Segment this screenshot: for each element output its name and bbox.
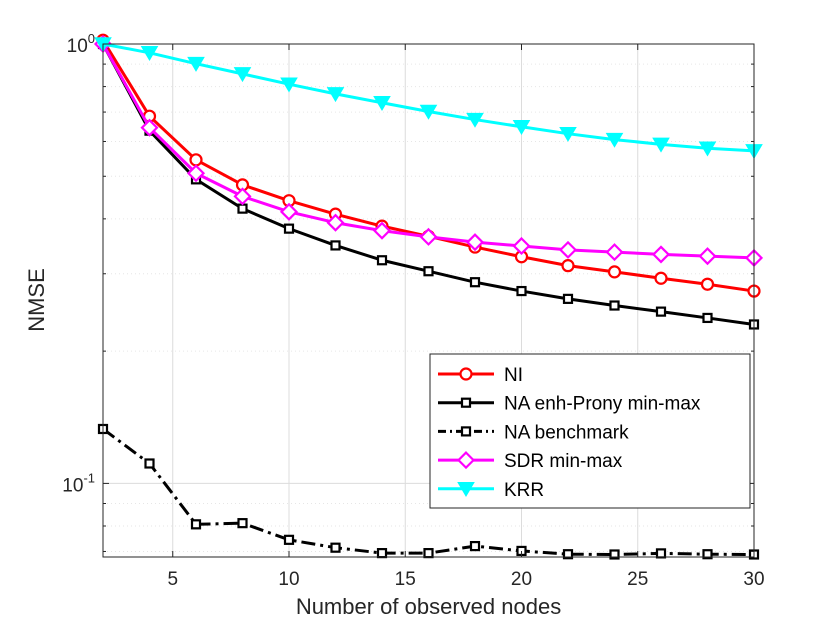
plot-frame <box>102 43 755 558</box>
data-point <box>698 247 717 266</box>
data-point <box>233 187 252 206</box>
data-point <box>186 164 206 183</box>
x-tick-label: 15 <box>395 569 416 590</box>
data-point <box>652 137 670 153</box>
data-point <box>283 534 295 545</box>
data-point <box>419 227 438 246</box>
data-point <box>562 293 574 304</box>
legend-marker <box>459 367 473 381</box>
x-axis-title: Number of observed nodes <box>296 594 561 619</box>
data-point <box>469 540 481 552</box>
legend-box <box>429 353 751 509</box>
x-tick-label: 25 <box>627 569 648 590</box>
x-tick-label: 20 <box>511 569 532 590</box>
data-point <box>702 549 713 560</box>
data-point <box>376 255 388 266</box>
data-point <box>233 67 252 83</box>
legend-marker <box>456 451 476 470</box>
legend-item: NA benchmark <box>438 422 629 443</box>
data-point <box>373 96 391 111</box>
legend-marker <box>460 426 472 437</box>
data-point <box>655 548 667 559</box>
data-point <box>140 46 159 62</box>
data-point <box>516 285 527 297</box>
series-3 <box>93 34 764 267</box>
data-point <box>702 312 713 324</box>
data-point <box>562 549 574 560</box>
data-point <box>326 87 345 103</box>
data-point <box>423 548 434 559</box>
legend-label: NA benchmark <box>504 422 629 443</box>
series-1 <box>97 38 760 330</box>
data-point <box>189 153 203 167</box>
data-point <box>605 243 624 262</box>
data-point <box>237 518 248 529</box>
data-point <box>609 300 620 311</box>
data-point <box>558 240 578 259</box>
x-tick-label: 10 <box>278 569 299 590</box>
y-tick-label: 10-1 <box>62 470 95 496</box>
data-point <box>512 120 531 136</box>
data-point <box>698 141 717 157</box>
x-tick-label: 5 <box>167 569 178 590</box>
data-point <box>469 277 481 288</box>
legend-label: NA enh-Prony min-max <box>504 394 701 415</box>
data-point <box>237 203 248 214</box>
legend-item: KRR <box>438 480 544 501</box>
y-tick-label: 100 <box>67 31 95 57</box>
legend-item: SDR min-max <box>438 451 623 472</box>
data-point <box>187 56 205 72</box>
data-point <box>654 271 668 285</box>
data-point <box>466 112 484 128</box>
data-point <box>607 265 622 279</box>
legend-label: NI <box>504 365 523 386</box>
data-point <box>651 245 671 264</box>
tick-group: 5 10 15 20 25 30 10-1 100 <box>62 31 764 590</box>
data-point <box>423 266 434 277</box>
data-point <box>605 132 624 148</box>
legend-label: SDR min-max <box>504 451 623 472</box>
legend-label: KRR <box>504 480 544 501</box>
data-point <box>465 233 485 252</box>
data-point <box>512 236 531 256</box>
data-point <box>561 259 575 273</box>
data-point <box>280 77 298 93</box>
legend-marker <box>460 397 472 408</box>
data-point <box>372 221 392 240</box>
series-group <box>93 33 764 560</box>
data-point <box>419 104 438 120</box>
x-tick-label: 30 <box>743 569 764 590</box>
data-point <box>700 277 715 291</box>
data-point <box>326 213 345 232</box>
data-point <box>190 519 202 530</box>
data-point <box>609 549 620 560</box>
data-point <box>144 458 155 469</box>
data-point <box>279 202 299 221</box>
data-point <box>330 542 341 553</box>
data-point <box>376 548 388 559</box>
legend-item: NA enh-Prony min-max <box>438 394 701 415</box>
data-point <box>559 126 577 142</box>
legend: NI NA enh-Prony min-max NA benchmark SDR mi… <box>429 353 751 509</box>
series-4 <box>94 37 763 160</box>
y-axis-title: NMSE <box>24 268 49 332</box>
data-point <box>283 223 295 234</box>
legend-item: NI <box>438 365 523 386</box>
data-point <box>140 118 159 137</box>
data-point <box>655 306 667 317</box>
data-point <box>330 240 341 251</box>
legend-marker <box>457 482 475 498</box>
